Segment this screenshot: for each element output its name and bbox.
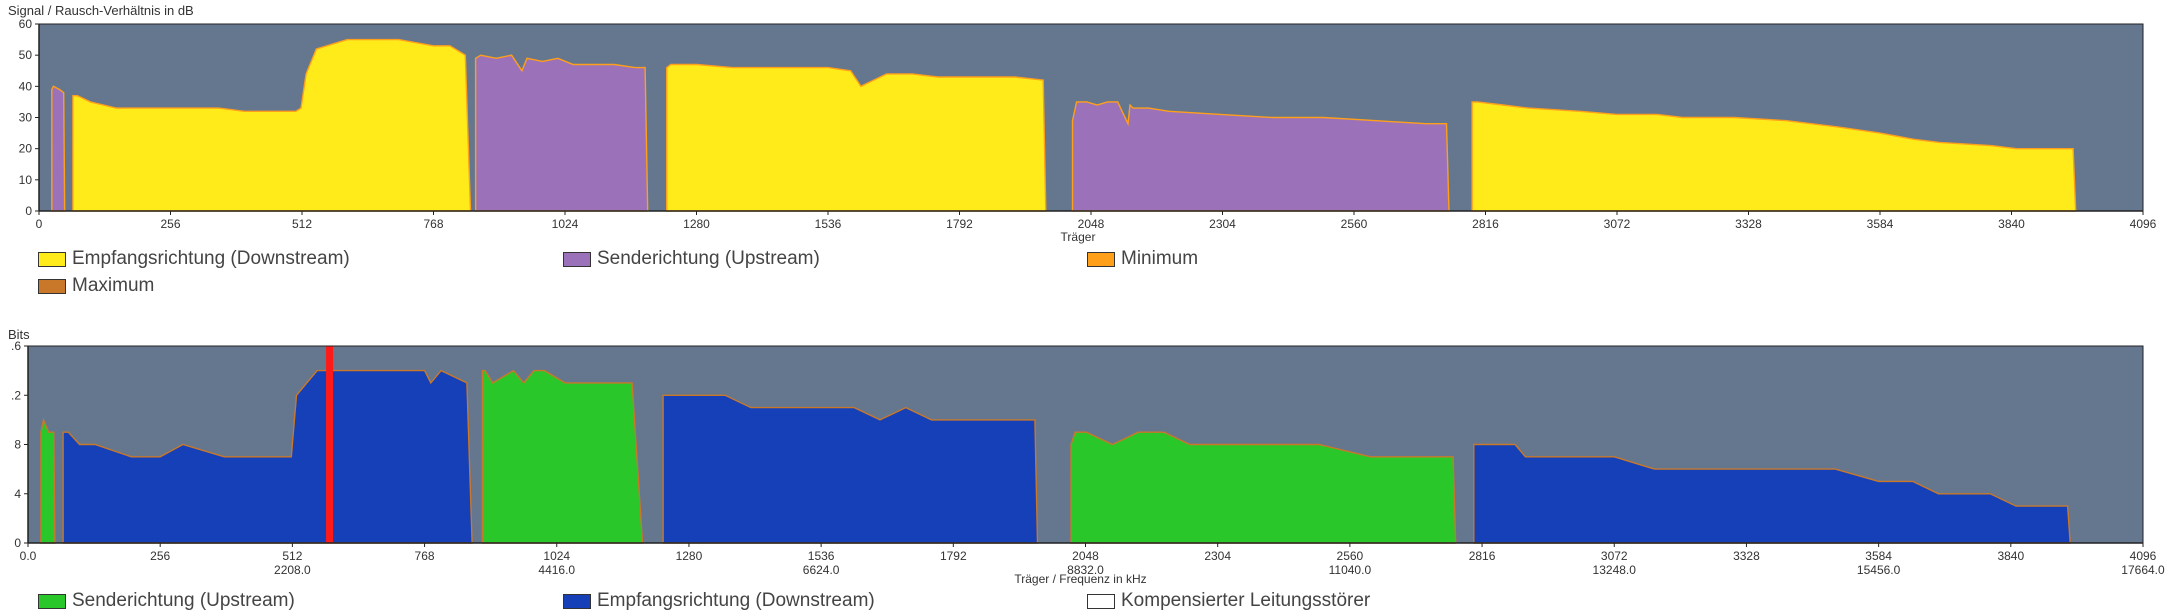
snr-chart-title: Signal / Rausch-Verhältnis in dB [8,3,194,18]
legend-label: Senderichtung (Upstream) [72,590,295,611]
legend-bits-compensated: Kompensierter Leitungsstörer [1087,590,1370,612]
freq-tick-label: 6624.0 [803,563,840,577]
x-tick-label: 768 [415,549,435,563]
freq-tick-label: 8832.0 [1067,563,1104,577]
x-tick-label: 2816 [1469,549,1496,563]
x-tick-label: 512 [292,217,312,231]
x-tick-label: 1536 [808,549,835,563]
legend-label: Empfangsrichtung (Downstream) [597,590,875,611]
y-tick-label: 10 [19,173,33,187]
x-tick-label: 0.0 [20,549,37,563]
legend-swatch-compensated [1087,593,1115,609]
freq-tick-label: 4416.0 [538,563,575,577]
upstream-area-segment [1070,431,1457,544]
y-tick-label: 4 [14,487,21,501]
downstream-area-segment [665,63,1047,212]
legend-label: Senderichtung (Upstream) [597,248,820,269]
y-tick-label: 0 [25,204,32,218]
upstream-area-segment [481,369,644,544]
x-tick-label: 3840 [1997,549,2024,563]
x-tick-label: 2048 [1072,549,1099,563]
y-tick-label: 30 [19,111,33,125]
y-tick-label: 0 [14,536,21,550]
marker-line [326,346,334,543]
x-tick-label: 1024 [552,217,579,231]
x-tick-label: 768 [423,217,443,231]
x-tick-label: 3584 [1865,549,1892,563]
legend-swatch-maximum [38,278,66,294]
legend-label: Minimum [1121,248,1199,269]
x-tick-label: 3072 [1604,217,1631,231]
legend-swatch-downstream [38,251,66,267]
x-tick-label: 3328 [1735,217,1762,231]
x-tick-label: 3584 [1867,217,1894,231]
freq-tick-label: 11040.0 [1329,563,1372,577]
downstream-area-segment [72,38,472,212]
upstream-area-segment [51,85,66,212]
bits-chart: 0 4 8 .2 .6 0.0 256 512 768 1024 1280 1536 1792 2048 2… [11,339,2165,586]
x-tick-label: 256 [150,549,170,563]
x-tick-label: 1536 [815,217,842,231]
y-tick-label: 20 [19,142,33,156]
legend-bits-downstream: Empfangsrichtung (Downstream) [563,590,875,612]
y-tick-label: 60 [19,17,33,31]
y-tick-label: 40 [19,79,33,93]
legend-swatch-minimum [1087,251,1115,267]
downstream-area-segment [1471,101,2077,212]
x-tick-label: 2560 [1341,217,1368,231]
bits-chart-title: Bits [8,327,30,342]
freq-tick-label: 13248.0 [1593,563,1637,577]
x-tick-label: 3328 [1733,549,1760,563]
freq-tick-label: 15456.0 [1857,563,1901,577]
downstream-area-segment [62,369,473,544]
x-axis-label: Träger / Frequenz in kHz [1014,572,1146,586]
x-tick-label: 2048 [1078,217,1105,231]
x-tick-label: 2560 [1337,549,1364,563]
legend-swatch-upstream [38,593,66,609]
upstream-area-segment [474,54,649,212]
snr-chart: 0 10 20 30 40 50 60 0 256 512 768 1024 1280 1536 1792 2… [19,17,2157,244]
legend-label: Empfangsrichtung (Downstream) [72,248,350,269]
x-tick-label: 0 [36,217,43,231]
freq-tick-label: 17664.0 [2121,563,2165,577]
legend-swatch-downstream [563,593,591,609]
x-tick-label: 3072 [1601,549,1628,563]
legend-label: Kompensierter Leitungsstörer [1121,590,1371,611]
downstream-area-segment [1473,443,2071,544]
y-tick-label: .6 [11,339,21,353]
upstream-area-segment [40,417,56,544]
x-axis-label: Träger [1061,230,1096,244]
x-tick-label: 2304 [1209,217,1236,231]
legend-snr-upstream: Senderichtung (Upstream) [563,248,820,270]
x-tick-label: 2304 [1204,549,1231,563]
x-tick-label: 3840 [1998,217,2025,231]
x-tick-label: 4096 [2130,549,2157,563]
x-tick-label: 1280 [683,217,710,231]
y-tick-label: 50 [19,48,33,62]
x-tick-label: 1024 [543,549,570,563]
legend-snr-minimum: Minimum [1087,248,1198,270]
legend-label: Maximum [72,275,155,296]
freq-tick-label: 2208.0 [274,563,311,577]
x-tick-label: 512 [282,549,302,563]
x-tick-label: 2816 [1472,217,1499,231]
y-tick-label: 8 [14,438,21,452]
y-tick-label: .2 [11,388,21,402]
x-tick-label: 1280 [676,549,703,563]
legend-snr-maximum: Maximum [38,275,154,297]
legend-swatch-upstream [563,251,591,267]
upstream-area-segment [1071,101,1450,212]
legend-bits-upstream: Senderichtung (Upstream) [38,590,295,612]
x-tick-label: 1792 [940,549,967,563]
x-tick-label: 4096 [2130,217,2157,231]
downstream-area-segment [662,394,1039,544]
x-tick-label: 1792 [946,217,973,231]
legend-snr-downstream: Empfangsrichtung (Downstream) [38,248,350,270]
x-tick-label: 256 [160,217,180,231]
